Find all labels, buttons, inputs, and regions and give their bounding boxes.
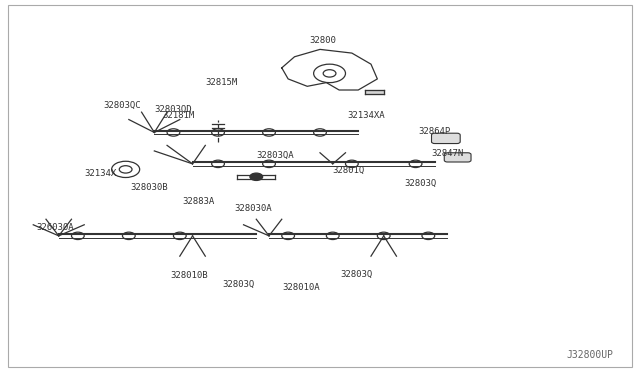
- Text: 328010A: 328010A: [282, 283, 320, 292]
- Circle shape: [250, 173, 262, 180]
- Text: 32883A: 32883A: [183, 198, 215, 206]
- Text: 32800: 32800: [310, 36, 337, 45]
- Text: 32803QD: 32803QD: [155, 105, 192, 115]
- Text: 328030B: 328030B: [131, 183, 168, 192]
- Text: 32815M: 32815M: [205, 78, 237, 87]
- Text: 328010B: 328010B: [170, 271, 208, 280]
- FancyBboxPatch shape: [431, 133, 460, 144]
- Text: J32800UP: J32800UP: [566, 350, 613, 359]
- Text: 326030A: 326030A: [36, 223, 74, 232]
- Text: 32803QC: 32803QC: [104, 101, 141, 110]
- Text: 32134X: 32134X: [84, 169, 116, 177]
- Text: 32864P: 32864P: [419, 127, 451, 136]
- Text: 32803QA: 32803QA: [257, 151, 294, 160]
- FancyBboxPatch shape: [444, 153, 471, 162]
- Text: 32181M: 32181M: [163, 111, 195, 120]
- Text: 32803Q: 32803Q: [404, 179, 437, 188]
- Text: 328030A: 328030A: [234, 203, 272, 213]
- Text: 32134XA: 32134XA: [347, 110, 385, 120]
- Text: 32803Q: 32803Q: [340, 270, 372, 279]
- Text: 32847N: 32847N: [431, 149, 463, 158]
- Text: 32803Q: 32803Q: [222, 280, 255, 289]
- Text: 32801Q: 32801Q: [333, 166, 365, 175]
